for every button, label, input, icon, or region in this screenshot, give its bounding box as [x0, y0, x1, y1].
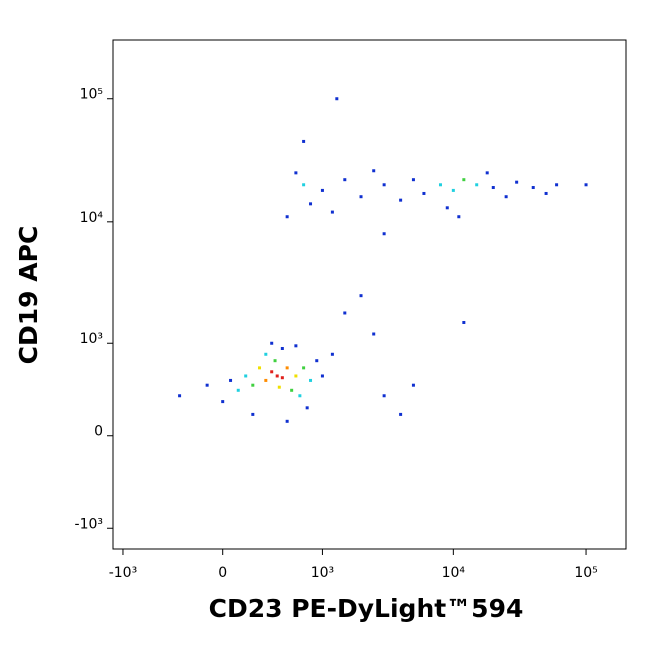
data-point	[399, 198, 403, 202]
plot-frame	[112, 39, 627, 550]
data-point	[411, 383, 415, 387]
data-point	[343, 311, 347, 315]
data-point	[294, 374, 298, 378]
y-tick-label: -10³	[75, 516, 103, 532]
data-point	[531, 186, 535, 190]
data-point	[264, 378, 268, 382]
data-point	[264, 352, 268, 356]
y-tick-label: 10⁵	[80, 87, 103, 103]
x-tick-label: 10⁵	[574, 565, 597, 581]
data-point	[290, 388, 294, 392]
data-point	[359, 294, 363, 298]
data-point	[359, 195, 363, 199]
data-point	[221, 400, 225, 404]
data-point	[273, 359, 277, 363]
data-point	[320, 374, 324, 378]
data-point	[330, 352, 334, 356]
data-point	[275, 374, 279, 378]
data-point	[320, 188, 324, 192]
data-point	[270, 370, 274, 374]
data-point	[236, 388, 240, 392]
data-point	[515, 180, 519, 184]
data-point	[330, 210, 334, 214]
data-point	[270, 341, 274, 345]
data-point	[411, 178, 415, 182]
y-tick-label: 0	[94, 424, 103, 440]
data-point	[382, 183, 386, 187]
data-point	[399, 412, 403, 416]
x-tick-label: 10³	[311, 565, 334, 581]
data-point	[462, 320, 466, 324]
data-point	[462, 178, 466, 182]
data-point	[309, 378, 313, 382]
data-point	[251, 383, 255, 387]
data-point	[382, 232, 386, 236]
data-point	[285, 366, 289, 370]
data-point	[343, 178, 347, 182]
data-point	[285, 419, 289, 423]
data-point	[285, 215, 289, 219]
data-point	[372, 169, 376, 173]
data-point	[277, 385, 281, 389]
data-point	[584, 183, 588, 187]
data-point	[445, 206, 449, 210]
x-axis-title: CD23 PE-DyLight™594	[209, 594, 524, 623]
data-point	[244, 374, 248, 378]
data-point	[382, 394, 386, 398]
data-point	[544, 191, 548, 195]
data-point	[302, 366, 306, 370]
data-point	[504, 195, 508, 199]
data-point	[491, 186, 495, 190]
data-point	[555, 183, 559, 187]
data-point	[422, 191, 426, 195]
x-tick-label: 10⁴	[442, 565, 466, 581]
data-point	[229, 378, 233, 382]
x-tick-label: 0	[218, 565, 227, 581]
data-point	[451, 188, 455, 192]
data-point	[280, 346, 284, 350]
data-point	[457, 215, 461, 219]
data-point	[302, 183, 306, 187]
data-point	[178, 394, 182, 398]
data-point	[302, 139, 306, 143]
data-point	[485, 171, 489, 175]
data-point	[475, 183, 479, 187]
data-point	[315, 359, 319, 363]
data-point	[280, 376, 284, 380]
x-tick-label: -10³	[109, 565, 137, 581]
data-point	[438, 183, 442, 187]
y-tick-label: 10⁴	[80, 210, 104, 226]
data-point	[335, 97, 339, 101]
data-point	[251, 412, 255, 416]
y-tick-label: 10³	[80, 331, 103, 347]
data-point	[258, 366, 262, 370]
data-point	[205, 383, 209, 387]
data-point	[305, 406, 309, 410]
data-point	[298, 394, 302, 398]
data-point	[309, 202, 313, 206]
data-point	[294, 171, 298, 175]
y-axis-title: CD19 APC	[14, 226, 43, 365]
data-point	[294, 344, 298, 348]
data-point	[372, 332, 376, 336]
